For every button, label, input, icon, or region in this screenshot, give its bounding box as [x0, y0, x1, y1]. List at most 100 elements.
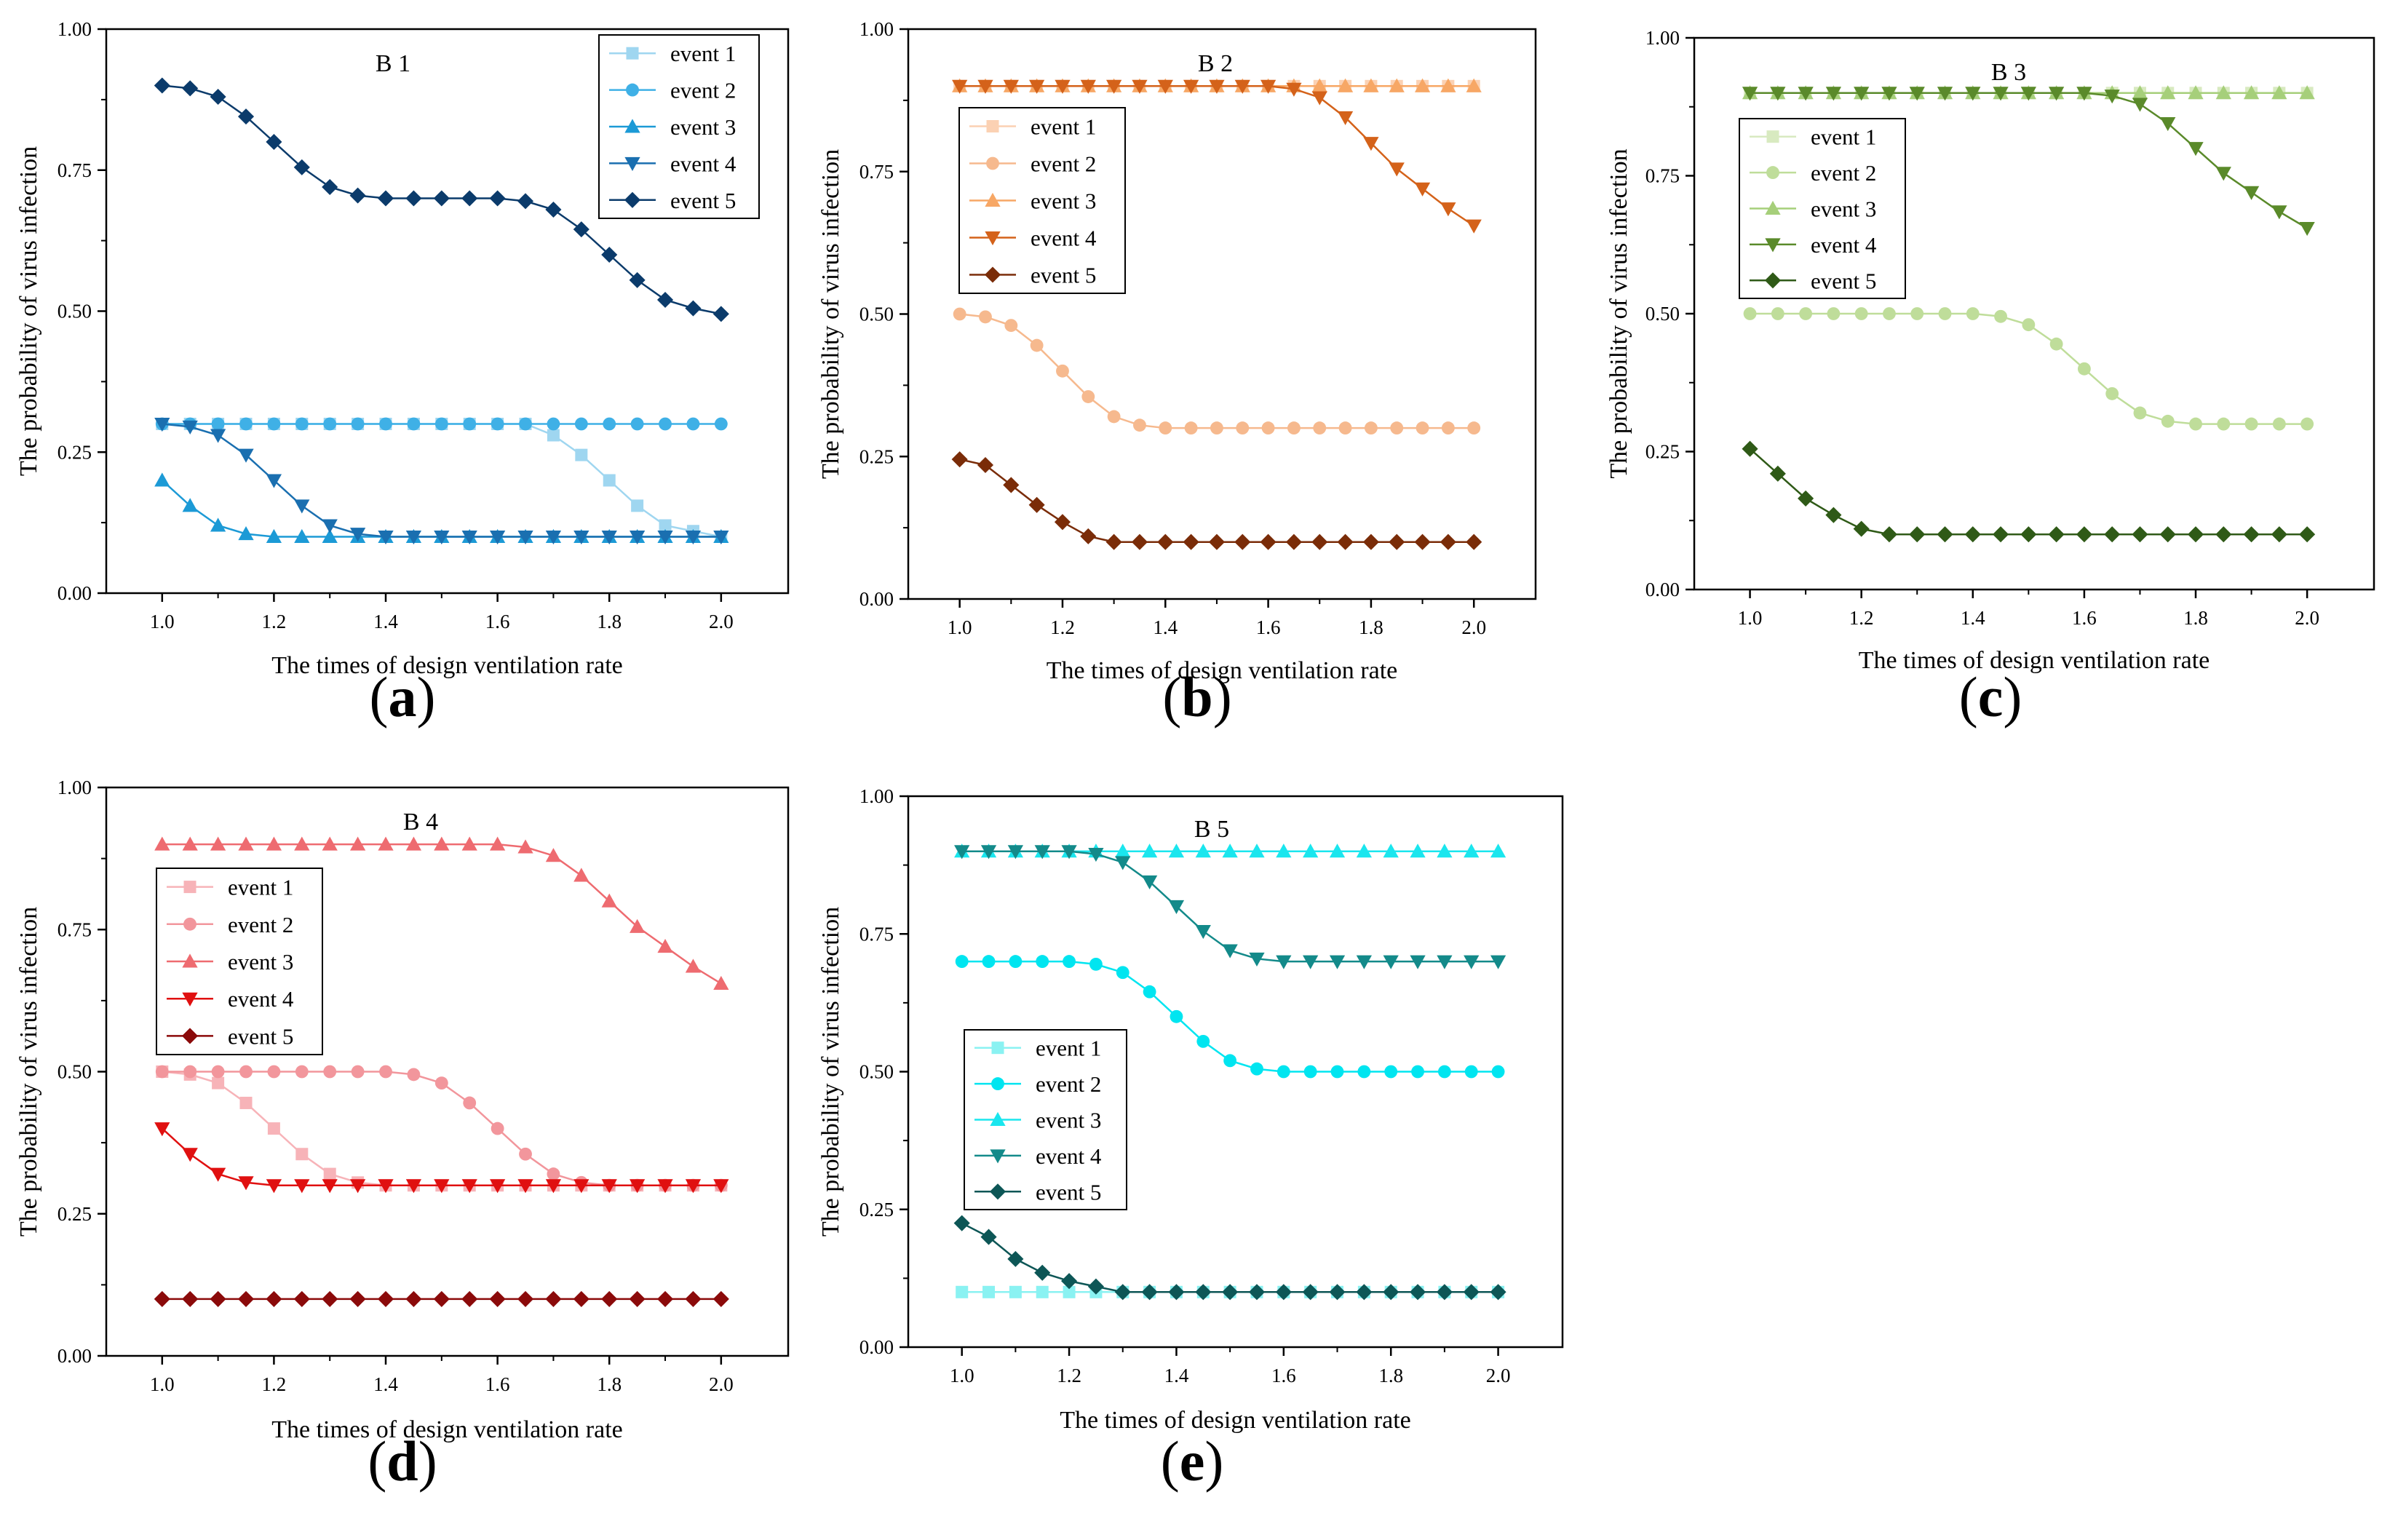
data-point [405, 190, 422, 207]
data-point [1338, 421, 1352, 435]
data-point [294, 528, 310, 543]
data-point [2104, 526, 2121, 543]
series-line [162, 423, 721, 538]
series-line [959, 313, 1474, 429]
data-point [294, 1179, 310, 1194]
data-point [630, 531, 646, 545]
data-point [349, 836, 366, 851]
data-point [713, 975, 729, 990]
data-point [630, 1179, 646, 1194]
data-point [2271, 85, 2287, 100]
data-point [659, 417, 672, 431]
x-tick-label: 1.2 [1849, 607, 1874, 629]
x-tick-label: 1.6 [1271, 1365, 1296, 1386]
data-point [955, 955, 969, 969]
data-point [154, 77, 170, 94]
data-point [1854, 87, 1870, 101]
data-point [1881, 87, 1897, 101]
data-point [463, 1096, 477, 1110]
y-tick-label: 0.75 [57, 918, 92, 940]
data-point [1277, 1065, 1290, 1079]
y-tick-label: 1.00 [57, 777, 92, 798]
data-point [1063, 955, 1076, 969]
legend-label: event 3 [228, 949, 293, 975]
panel-label-d: (d) [368, 1429, 437, 1493]
series-event-2 [155, 1065, 728, 1192]
data-point [2272, 417, 2286, 431]
data-point [1116, 966, 1129, 980]
legend-label: event 4 [1031, 226, 1097, 251]
y-tick-label: 1.00 [1645, 27, 1680, 49]
data-point [405, 1179, 422, 1194]
data-point [489, 1290, 506, 1307]
data-point [267, 1065, 281, 1079]
series-event-3 [154, 836, 729, 990]
legend-marker [991, 1041, 1004, 1055]
x-tick-label: 1.4 [1164, 1365, 1189, 1386]
series-line [961, 1222, 1498, 1293]
data-point [685, 531, 702, 545]
legend-marker [626, 83, 639, 97]
data-point [573, 868, 589, 882]
x-tick-label: 1.6 [485, 1373, 510, 1395]
data-point [434, 1179, 450, 1194]
data-point [461, 531, 477, 545]
data-point [1303, 844, 1319, 858]
data-point [461, 836, 477, 851]
data-point [1132, 79, 1148, 94]
data-point [1087, 1278, 1104, 1295]
data-point [629, 271, 646, 288]
data-point [1036, 1285, 1049, 1298]
data-point [1115, 844, 1131, 858]
data-point [1357, 1065, 1371, 1079]
data-point [237, 108, 255, 125]
chart-title: B 2 [1198, 50, 1233, 77]
data-point [517, 193, 534, 210]
legend: event 1 event 2 event 3 event 4 event 5 [964, 1029, 1127, 1210]
data-point [603, 474, 616, 487]
data-point [714, 417, 728, 431]
y-axis-label: The probability of virus infection [817, 149, 844, 479]
data-point [1356, 1284, 1373, 1301]
data-point [1993, 526, 2009, 543]
data-point [1028, 496, 1045, 513]
legend-label: event 3 [670, 114, 736, 140]
data-point [1183, 533, 1199, 550]
data-point [1437, 844, 1453, 858]
data-point [1466, 533, 1482, 550]
data-point [1275, 1284, 1292, 1301]
legend-marker [182, 992, 198, 1007]
data-point [407, 417, 421, 431]
y-axis-label: The probability of virus infection [1605, 148, 1632, 478]
x-tick-label: 1.6 [485, 611, 510, 632]
data-point [2077, 362, 2091, 376]
x-tick-label: 1.8 [1359, 616, 1383, 638]
legend-marker [182, 953, 198, 968]
data-point [517, 531, 533, 545]
data-point [1313, 421, 1327, 435]
panel-label-c: (c) [1958, 665, 2022, 729]
data-point [517, 1179, 533, 1194]
data-point [2243, 85, 2260, 100]
data-point [293, 1290, 310, 1307]
data-point [1994, 309, 2007, 323]
y-tick-label: 0.25 [1645, 441, 1680, 463]
x-axis-label: The times of design ventilation rate [1060, 1407, 1410, 1434]
data-point [982, 955, 996, 969]
data-point [1168, 1284, 1185, 1301]
data-point [210, 836, 226, 851]
data-point [1467, 421, 1481, 435]
legend-marker [985, 231, 1001, 246]
series-event-5 [951, 451, 1482, 550]
x-tick-label: 1.4 [373, 1373, 398, 1395]
legend-label: event 1 [228, 875, 293, 900]
data-point [713, 531, 729, 545]
data-point [1223, 1054, 1237, 1068]
legend-marker [984, 266, 1001, 283]
data-point [1196, 1034, 1210, 1048]
data-point [1080, 79, 1096, 94]
data-point [2049, 337, 2063, 351]
legend-label: event 4 [228, 986, 294, 1012]
data-point [182, 1148, 198, 1162]
panel-label-a: (a) [369, 665, 436, 729]
